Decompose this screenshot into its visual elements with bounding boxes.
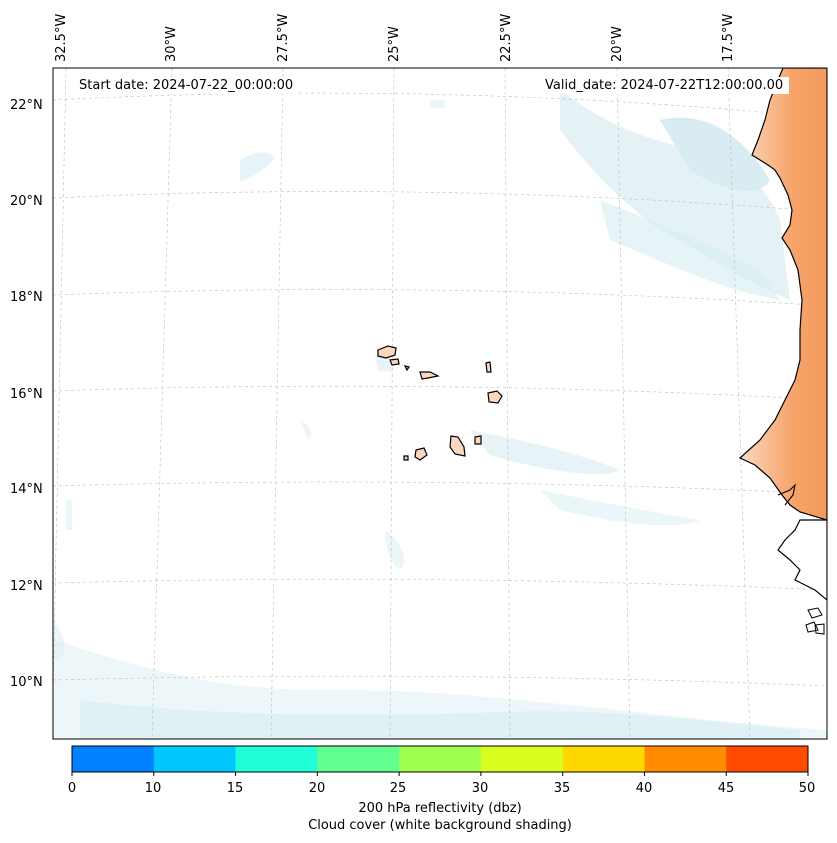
map-frame (52, 67, 828, 740)
colorbar-tick-label: 45 (717, 781, 735, 796)
colorbar-tick-label: 25 (389, 781, 407, 796)
start-date-label: Start date: 2024-07-22_00:00:00 (73, 77, 300, 94)
island-santiago (449, 435, 466, 457)
lon-label: 30°W (164, 26, 179, 62)
colorbar-tick-label: 50 (798, 781, 816, 796)
graticule (53, 68, 827, 739)
colorbar-segment (399, 746, 482, 772)
colorbar-segment (562, 746, 645, 772)
lon-label: 27.5°W (276, 13, 291, 62)
island-santo-antao (377, 345, 397, 359)
colorbar-tick-label: 10 (144, 781, 162, 796)
island-sao-vicente (389, 358, 400, 366)
lon-label: 25°W (387, 26, 402, 62)
cloud-cover-shading (53, 90, 827, 739)
colorbar (71, 745, 809, 776)
lon-label: 32.5°W (54, 13, 69, 62)
colorbar-label-reflectivity: 200 hPa reflectivity (dbz) (358, 801, 522, 816)
lon-label: 17.5°W (721, 13, 736, 62)
colorbar-tick-label: 35 (553, 781, 571, 796)
colorbar-frame (71, 745, 809, 773)
map-area (53, 68, 827, 739)
colorbar-segment (480, 746, 564, 772)
colorbar-tick-label: 15 (226, 781, 244, 796)
colorbar-label-cloud: Cloud cover (white background shading) (308, 818, 572, 833)
africa-land (738, 68, 827, 521)
colorbar-segment (235, 746, 318, 772)
colorbar-segment (644, 746, 727, 772)
lat-label: 22°N (10, 98, 43, 113)
colorbar-tick-label: 40 (635, 781, 653, 796)
island-santa-luzia (403, 365, 410, 372)
lon-label: 20°W (610, 26, 625, 62)
colorbar-segment (726, 746, 809, 772)
colorbar-segment (317, 746, 400, 772)
bissagos-islands (805, 607, 825, 635)
lat-label: 20°N (10, 194, 43, 209)
cape-verde-islands (377, 345, 503, 461)
colorbar-segment (153, 746, 237, 772)
island-boa-vista (487, 390, 503, 404)
island-sal (485, 361, 492, 373)
island-fogo (414, 447, 428, 461)
lat-label: 12°N (10, 579, 43, 594)
colorbar-tick-label: 0 (67, 781, 77, 796)
africa-south-coast (777, 519, 827, 601)
island-sao-nicolau (419, 371, 440, 380)
gambia-river (777, 483, 796, 506)
colorbar-segment (72, 746, 155, 772)
lat-label: 18°N (10, 290, 43, 305)
lat-label: 10°N (10, 675, 43, 690)
lat-label: 14°N (10, 482, 43, 497)
valid-date-label: Valid_date: 2024-07-22T12:00:00.00 (539, 77, 790, 94)
island-brava (403, 455, 409, 461)
colorbar-tick-label: 30 (471, 781, 489, 796)
lat-label: 16°N (10, 387, 43, 402)
lon-label: 22.5°W (499, 13, 514, 62)
island-maio (474, 435, 482, 445)
colorbar-tick-label: 20 (308, 781, 326, 796)
